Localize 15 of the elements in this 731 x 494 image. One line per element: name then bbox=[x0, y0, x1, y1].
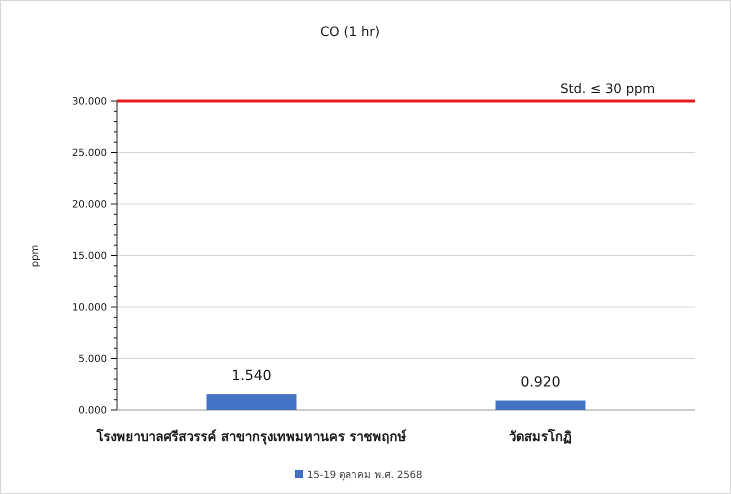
y-tick-label: 0.000 bbox=[78, 406, 107, 416]
x-tick-label: โรงพยาบาลศรีสวรรค์ สาขากรุงเทพมหานคร ราชพฤกษ์ bbox=[95, 428, 407, 445]
y-tick-label: 30.000 bbox=[72, 96, 107, 108]
legend-label: 15-19 ตุลาคม พ.ศ. 2568 bbox=[307, 470, 422, 481]
chart-title: CO (1 hr) bbox=[320, 25, 380, 40]
y-tick-label: 15.000 bbox=[72, 251, 107, 262]
y-tick-label: 5.000 bbox=[78, 354, 107, 365]
ref-line-label: Std. ≤ 30 ppm bbox=[560, 82, 655, 97]
x-tick-label: วัดสมรโกฏิ bbox=[509, 428, 572, 445]
y-tick-label: 25.000 bbox=[72, 148, 107, 159]
data-label: 1.540 bbox=[231, 368, 272, 384]
y-axis-title: ppm bbox=[30, 244, 41, 268]
y-tick-label: 20.000 bbox=[72, 200, 107, 210]
data-label: 0.920 bbox=[520, 374, 561, 391]
y-tick-label: 10.000 bbox=[72, 302, 107, 314]
